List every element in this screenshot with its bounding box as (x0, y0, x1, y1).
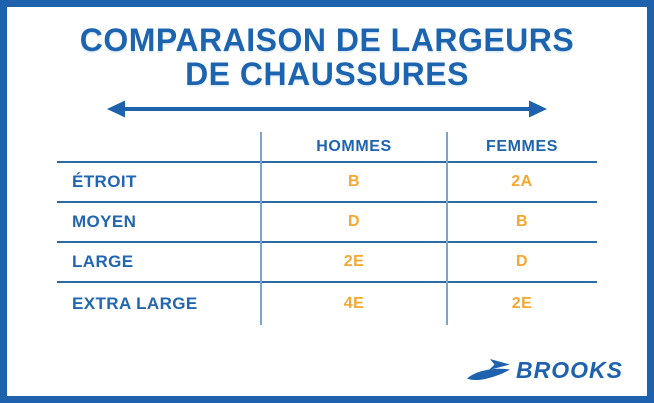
double-arrow-icon (107, 100, 547, 118)
cell-value-femmes: 2A (511, 173, 533, 190)
row-label: EXTRA LARGE (72, 294, 198, 313)
table-header-row: HOMMES FEMMES (57, 132, 597, 163)
table-row: EXTRA LARGE 4E 2E (57, 283, 597, 325)
row-label: ÉTROIT (72, 172, 137, 191)
brooks-swoosh-icon (467, 358, 511, 380)
cell-value-hommes: B (347, 173, 361, 190)
column-divider (446, 132, 448, 325)
brooks-wordmark: BROOKS (516, 357, 623, 383)
column-divider (260, 132, 262, 325)
row-label: LARGE (72, 252, 134, 271)
width-comparison-table: HOMMES FEMMES ÉTROIT B 2A MOYEN D B LARG… (57, 132, 597, 325)
table-row: ÉTROIT B 2A (57, 163, 597, 203)
cell-value-femmes: D (515, 253, 529, 270)
page-title-line2: DE CHAUSSURES (185, 56, 469, 92)
table-row: MOYEN D B (57, 203, 597, 243)
page-title: COMPARAISON DE LARGEURS DE CHAUSSURES (0, 23, 654, 91)
row-label: MOYEN (72, 212, 137, 231)
column-header-femmes: FEMMES (485, 137, 559, 155)
cell-value-hommes: 4E (343, 295, 365, 312)
cell-value-femmes: 2E (511, 295, 533, 312)
table-row: LARGE 2E D (57, 243, 597, 283)
cell-value-femmes: B (515, 213, 529, 230)
column-header-hommes: HOMMES (316, 137, 392, 155)
page-title-line1: COMPARAISON DE LARGEURS (79, 22, 575, 58)
cell-value-hommes: D (347, 213, 361, 230)
cell-value-hommes: 2E (343, 253, 365, 270)
brooks-logo: BROOKS (467, 357, 623, 384)
